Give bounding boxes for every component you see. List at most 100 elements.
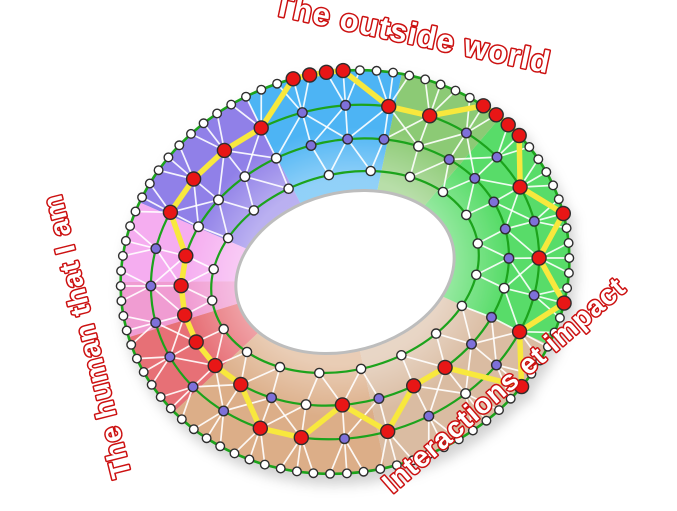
score-node: [555, 205, 571, 222]
outer-ring-node: [176, 414, 187, 425]
outer-ring-node: [439, 442, 450, 453]
outer-ring-node: [358, 466, 369, 477]
ring2-node: [145, 280, 157, 292]
outer-ring-node: [325, 468, 336, 479]
ring3-node: [498, 282, 510, 294]
outer-ring-node: [341, 468, 352, 479]
score-node: [531, 250, 547, 266]
outer-ring-node: [272, 78, 283, 89]
score-node: [293, 429, 309, 446]
outer-ring-node: [126, 339, 137, 350]
ring3-node: [212, 194, 224, 206]
inner-ring-node: [323, 169, 335, 181]
outer-ring-node: [244, 454, 255, 465]
outer-ring-node: [188, 424, 199, 435]
outer-ring-node: [541, 166, 552, 177]
ring2-node: [296, 107, 308, 119]
ring2-node: [528, 289, 540, 301]
inner-ring-node: [218, 323, 229, 335]
outer-ring-node: [450, 85, 461, 96]
outer-ring-node: [407, 455, 418, 466]
score-node: [176, 307, 193, 323]
score-node: [185, 171, 202, 187]
outer-ring-node: [391, 460, 402, 471]
ring3-node: [192, 221, 204, 233]
outer-ring-node: [201, 433, 212, 444]
outer-ring-node: [561, 223, 572, 234]
label-human-that-i-am: The human that I am: [37, 191, 138, 481]
inner-ring-node: [437, 186, 449, 198]
ring3-node: [503, 252, 515, 264]
outer-ring-node: [198, 118, 209, 129]
inner-ring-node: [404, 171, 416, 183]
ring3-node: [499, 223, 511, 235]
score-node: [253, 120, 269, 136]
outer-ring-node: [138, 367, 149, 378]
score-node: [513, 378, 530, 395]
ring2-node: [460, 388, 472, 400]
ring2-node: [150, 317, 162, 329]
outer-ring-node: [144, 178, 155, 189]
inner-ring-node: [313, 367, 325, 379]
outer-ring-node: [146, 379, 157, 390]
outer-ring-node: [526, 368, 537, 379]
outer-ring-node: [564, 252, 575, 263]
inner-ring-node: [472, 238, 484, 249]
ring2-node: [218, 405, 230, 417]
ring3-node: [373, 393, 385, 405]
inner-ring-node: [365, 165, 377, 177]
inner-ring-node: [222, 232, 234, 244]
score-node: [252, 420, 268, 436]
ring3-node: [413, 140, 425, 152]
score-node: [233, 376, 249, 393]
outer-ring-node: [548, 180, 559, 191]
outer-ring-node: [116, 296, 127, 307]
outer-ring-node: [404, 70, 415, 81]
inner-ring-node: [355, 363, 367, 375]
ring3-node: [466, 338, 478, 350]
score-node: [318, 64, 335, 81]
wheel-hole: [234, 188, 456, 356]
score-node: [556, 295, 572, 311]
inner-ring-node: [274, 361, 286, 373]
ring3-node: [266, 392, 278, 404]
outer-ring-node: [481, 415, 492, 426]
ring3-node: [486, 311, 498, 323]
wheel-nodes: [115, 62, 575, 479]
outer-ring-node: [163, 152, 174, 163]
outer-ring-node: [116, 266, 127, 277]
ring2-node: [340, 99, 352, 111]
score-node: [500, 117, 516, 133]
outer-ring-node: [120, 235, 131, 246]
ring2-node: [339, 433, 351, 445]
score-node: [437, 359, 453, 376]
outer-ring-node: [185, 128, 196, 139]
outer-ring-node: [467, 425, 478, 436]
outer-ring-node: [275, 463, 286, 474]
outer-ring-node: [137, 192, 148, 203]
outer-ring-node: [420, 74, 431, 85]
ring2-node: [423, 410, 435, 422]
ring3-node: [469, 172, 481, 184]
score-node: [511, 127, 527, 144]
outer-ring-node: [453, 434, 464, 445]
ring2-node: [490, 359, 502, 371]
score-node: [216, 142, 233, 159]
outer-ring-node: [256, 84, 267, 95]
outer-ring-node: [563, 237, 574, 248]
outer-ring-node: [117, 250, 128, 261]
outer-ring-node: [212, 108, 223, 119]
outer-ring-node: [131, 353, 142, 364]
inner-ring-node: [396, 349, 407, 361]
score-node: [173, 278, 189, 294]
score-node: [162, 204, 179, 221]
outer-ring-node: [165, 403, 176, 414]
outer-ring-node: [240, 91, 251, 102]
ring3-node: [305, 139, 317, 151]
wheel: [115, 62, 575, 479]
ring3-node: [443, 153, 455, 165]
score-node: [285, 71, 301, 87]
outer-ring-node: [562, 283, 573, 294]
inner-ring-node: [283, 183, 294, 194]
score-node: [422, 108, 438, 124]
